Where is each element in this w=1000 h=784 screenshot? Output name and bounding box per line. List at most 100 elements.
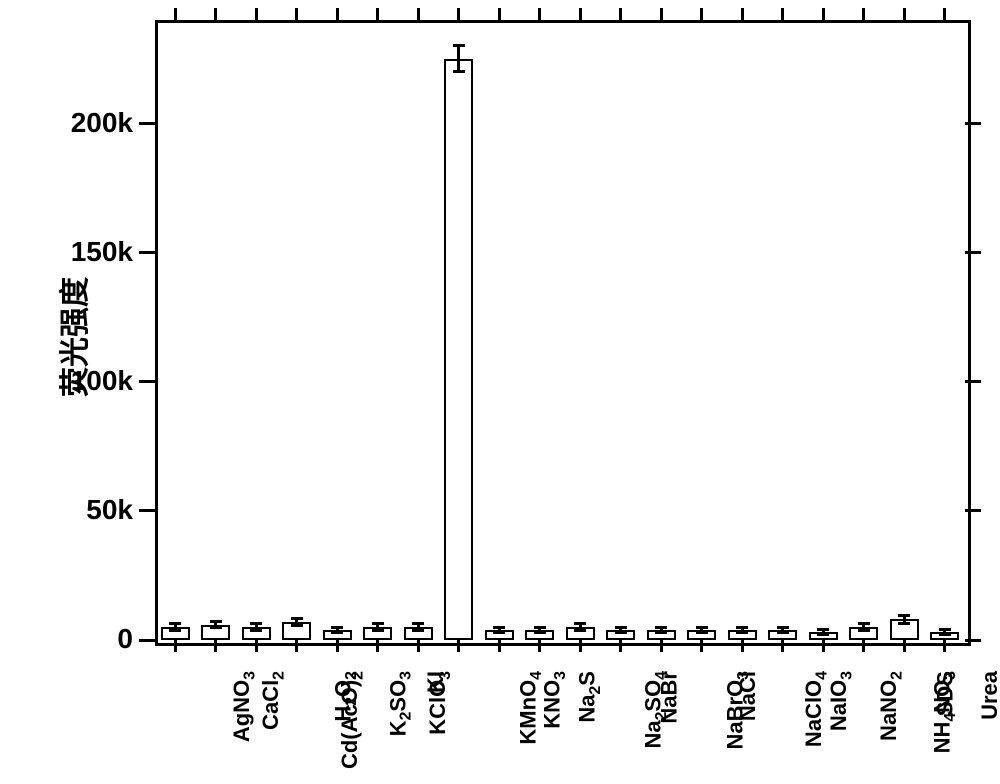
y-tick-mark xyxy=(965,122,981,125)
x-tick-mark xyxy=(336,640,339,652)
y-tick-mark xyxy=(139,639,155,642)
error-cap xyxy=(412,629,424,632)
error-cap xyxy=(210,620,222,623)
error-cap xyxy=(858,629,870,632)
y-tick-mark xyxy=(965,509,981,512)
x-tick-mark xyxy=(700,8,703,20)
x-tick-mark xyxy=(579,8,582,20)
x-tick-mark xyxy=(862,640,865,652)
error-cap xyxy=(169,629,181,632)
y-tick-mark xyxy=(965,380,981,383)
x-tick-label: AgNO3 xyxy=(229,671,255,742)
x-tick-label: SDS xyxy=(933,671,959,716)
x-tick-label: KI xyxy=(423,671,449,693)
error-cap xyxy=(574,629,586,632)
error-bar xyxy=(457,46,460,72)
error-cap xyxy=(331,631,343,634)
x-tick-mark xyxy=(903,8,906,20)
error-cap xyxy=(736,631,748,634)
x-tick-label: CaCl2 xyxy=(258,671,284,730)
x-tick-mark xyxy=(862,8,865,20)
error-cap xyxy=(412,622,424,625)
x-tick-mark xyxy=(214,8,217,20)
error-cap xyxy=(372,622,384,625)
error-cap xyxy=(493,626,505,629)
error-cap xyxy=(898,614,910,617)
error-cap xyxy=(817,633,829,636)
x-tick-mark xyxy=(619,640,622,652)
x-tick-mark xyxy=(417,8,420,20)
error-cap xyxy=(250,622,262,625)
error-cap xyxy=(534,631,546,634)
x-tick-label: Na2S xyxy=(574,671,600,723)
error-cap xyxy=(777,626,789,629)
x-tick-label: NaCl xyxy=(735,671,761,721)
y-tick-mark xyxy=(139,122,155,125)
error-cap xyxy=(169,622,181,625)
y-tick-label: 50k xyxy=(53,494,133,526)
error-cap xyxy=(291,617,303,620)
error-cap xyxy=(858,622,870,625)
x-tick-label: KMnO4 xyxy=(515,671,541,745)
error-cap xyxy=(331,626,343,629)
x-tick-mark xyxy=(214,640,217,652)
x-tick-mark xyxy=(376,640,379,652)
error-cap xyxy=(210,626,222,629)
error-cap xyxy=(736,626,748,629)
error-cap xyxy=(250,629,262,632)
x-tick-label: NaBr xyxy=(656,671,682,724)
y-tick-mark xyxy=(965,251,981,254)
error-cap xyxy=(574,622,586,625)
x-tick-mark xyxy=(903,640,906,652)
x-tick-mark xyxy=(174,8,177,20)
error-cap xyxy=(453,70,465,73)
x-tick-mark xyxy=(255,8,258,20)
error-cap xyxy=(655,631,667,634)
x-tick-mark xyxy=(781,640,784,652)
error-cap xyxy=(372,629,384,632)
x-tick-mark xyxy=(498,640,501,652)
error-cap xyxy=(615,631,627,634)
bar-chart: 荧光强度 050k100k150k200kAgNO3CaCl2Cd(AcO)2H… xyxy=(0,0,1000,784)
error-cap xyxy=(777,631,789,634)
error-cap xyxy=(696,631,708,634)
error-cap xyxy=(898,622,910,625)
x-tick-mark xyxy=(943,8,946,20)
x-tick-mark xyxy=(741,640,744,652)
error-cap xyxy=(615,626,627,629)
x-tick-mark xyxy=(457,640,460,652)
x-tick-mark xyxy=(741,8,744,20)
x-tick-mark xyxy=(538,8,541,20)
x-tick-mark xyxy=(943,640,946,652)
x-tick-mark xyxy=(822,640,825,652)
x-tick-mark xyxy=(174,640,177,652)
x-tick-mark xyxy=(660,640,663,652)
x-tick-mark xyxy=(336,8,339,20)
x-tick-mark xyxy=(822,8,825,20)
x-tick-mark xyxy=(700,640,703,652)
plot-area xyxy=(155,20,971,646)
error-cap xyxy=(291,624,303,627)
error-cap xyxy=(655,626,667,629)
x-tick-label: NaNO2 xyxy=(876,671,902,741)
x-tick-label: Urea xyxy=(977,671,1000,720)
x-tick-mark xyxy=(538,640,541,652)
x-tick-mark xyxy=(417,640,420,652)
x-tick-mark xyxy=(619,8,622,20)
x-tick-mark xyxy=(255,640,258,652)
x-tick-label: NaIO3 xyxy=(826,671,852,731)
y-tick-label: 0 xyxy=(53,623,133,655)
x-tick-mark xyxy=(781,8,784,20)
x-tick-label: NaClO4 xyxy=(801,671,827,747)
error-cap xyxy=(493,631,505,634)
y-tick-label: 150k xyxy=(53,236,133,268)
error-cap xyxy=(939,633,951,636)
y-tick-label: 200k xyxy=(53,107,133,139)
y-tick-mark xyxy=(139,380,155,383)
error-cap xyxy=(696,626,708,629)
error-cap xyxy=(817,628,829,631)
error-cap xyxy=(534,626,546,629)
x-tick-mark xyxy=(295,640,298,652)
y-tick-mark xyxy=(139,251,155,254)
y-tick-mark xyxy=(965,639,981,642)
